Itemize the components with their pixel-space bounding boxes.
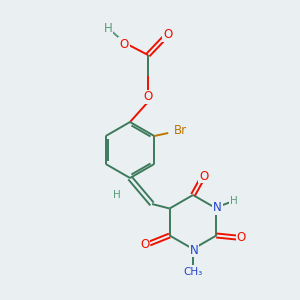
Text: O: O — [164, 28, 172, 41]
Text: O: O — [140, 238, 149, 251]
Text: N: N — [190, 244, 198, 256]
Text: CH₃: CH₃ — [183, 267, 202, 277]
Text: O: O — [237, 231, 246, 244]
Text: Br: Br — [174, 124, 187, 136]
Text: H: H — [230, 196, 237, 206]
Text: O: O — [143, 91, 153, 103]
Text: O: O — [200, 169, 208, 182]
Text: H: H — [113, 190, 121, 200]
Text: O: O — [119, 38, 129, 50]
Text: H: H — [103, 22, 112, 34]
Text: N: N — [213, 201, 222, 214]
